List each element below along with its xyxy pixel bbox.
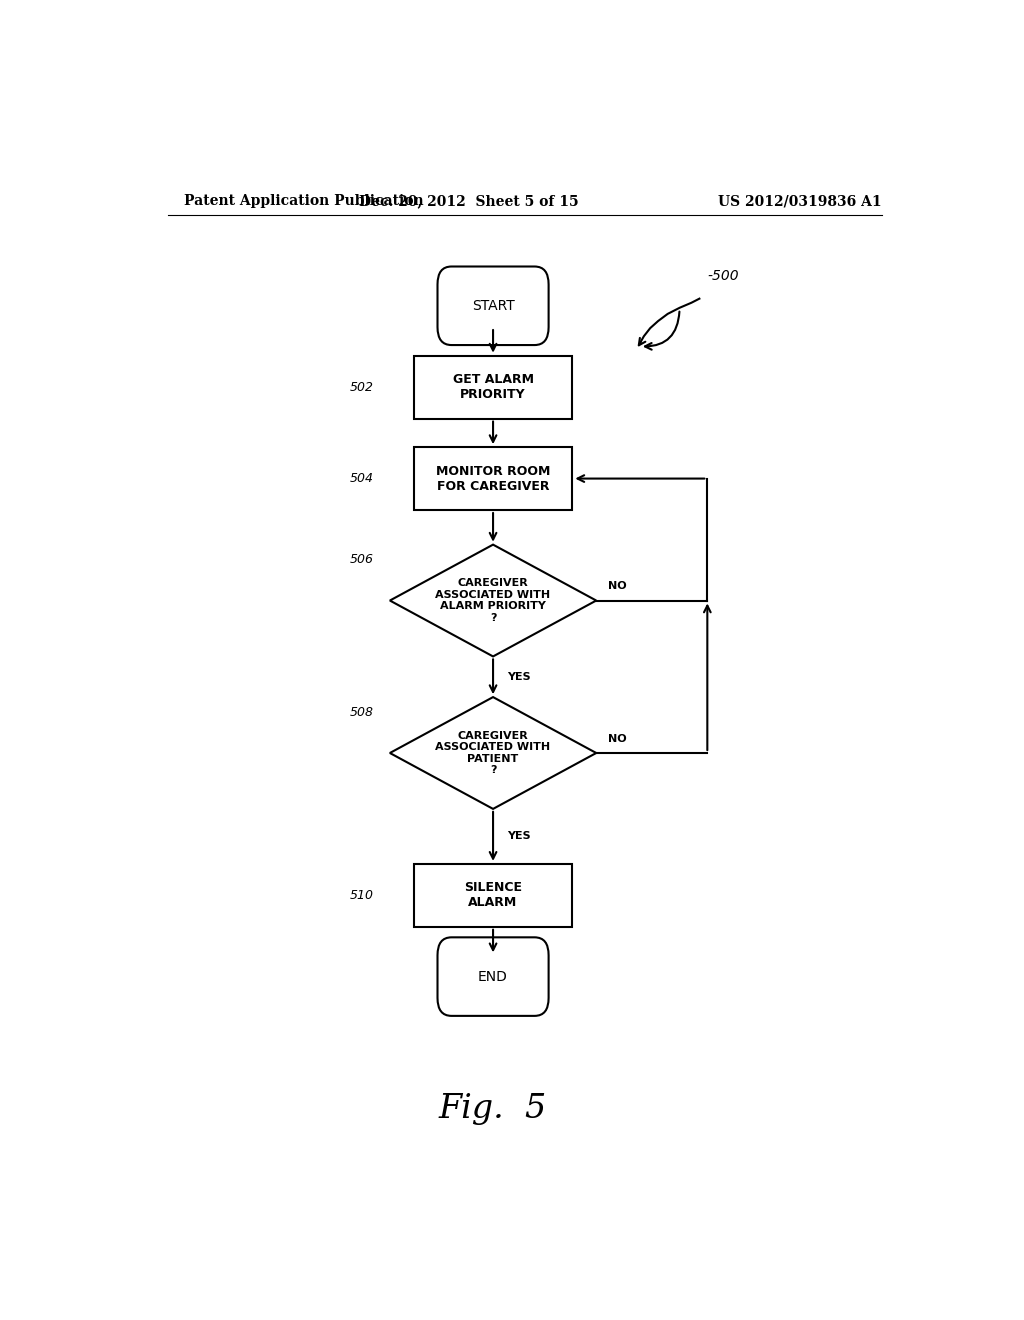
Text: NO: NO xyxy=(608,734,627,743)
Text: 506: 506 xyxy=(350,553,374,566)
Text: 502: 502 xyxy=(350,380,374,393)
Text: Dec. 20, 2012  Sheet 5 of 15: Dec. 20, 2012 Sheet 5 of 15 xyxy=(359,194,579,209)
Text: CAREGIVER
ASSOCIATED WITH
ALARM PRIORITY
?: CAREGIVER ASSOCIATED WITH ALARM PRIORITY… xyxy=(435,578,551,623)
Text: -500: -500 xyxy=(708,269,739,284)
Text: 510: 510 xyxy=(350,888,374,902)
FancyBboxPatch shape xyxy=(437,937,549,1016)
Text: MONITOR ROOM
FOR CAREGIVER: MONITOR ROOM FOR CAREGIVER xyxy=(436,465,550,492)
Text: START: START xyxy=(472,298,514,313)
Text: NO: NO xyxy=(608,581,627,591)
Text: Patent Application Publication: Patent Application Publication xyxy=(183,194,423,209)
Text: YES: YES xyxy=(507,832,531,841)
FancyBboxPatch shape xyxy=(437,267,549,345)
Bar xyxy=(414,447,572,510)
Bar xyxy=(414,355,572,418)
Text: SILENCE
ALARM: SILENCE ALARM xyxy=(464,882,522,909)
Text: Fig.  5: Fig. 5 xyxy=(439,1093,547,1125)
Text: CAREGIVER
ASSOCIATED WITH
PATIENT
?: CAREGIVER ASSOCIATED WITH PATIENT ? xyxy=(435,730,551,775)
Text: YES: YES xyxy=(507,672,531,681)
Text: 508: 508 xyxy=(350,706,374,719)
Text: 504: 504 xyxy=(350,473,374,484)
Polygon shape xyxy=(390,545,596,656)
Polygon shape xyxy=(390,697,596,809)
Text: GET ALARM
PRIORITY: GET ALARM PRIORITY xyxy=(453,374,534,401)
Bar xyxy=(414,863,572,927)
Text: US 2012/0319836 A1: US 2012/0319836 A1 xyxy=(718,194,882,209)
Text: END: END xyxy=(478,970,508,983)
